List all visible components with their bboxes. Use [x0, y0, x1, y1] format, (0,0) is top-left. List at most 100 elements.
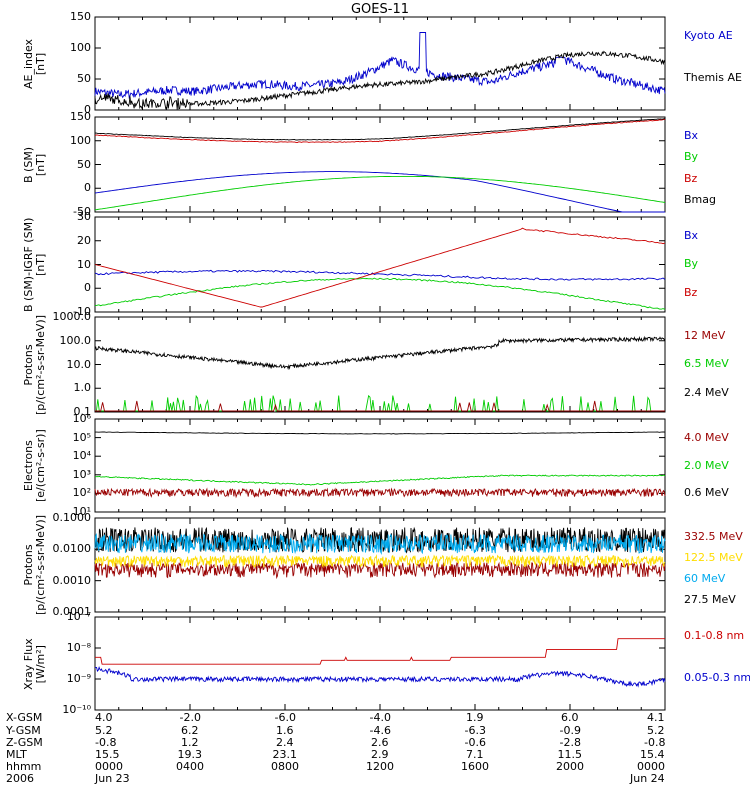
orbit-value: 2.9 — [371, 748, 389, 761]
y-axis-label-bigrf: B (SM)-IGRF (SM) [nT] — [22, 217, 47, 312]
y-tick-label: 10⁻⁷ — [66, 610, 91, 623]
y-tick-label: 10 — [77, 257, 91, 271]
orbit-value: -0.9 — [559, 724, 581, 737]
series-hep-122.5 — [94, 554, 666, 569]
series-themis-ae — [94, 50, 666, 110]
orbit-value: -0.8 — [644, 736, 666, 749]
y-tick-label: 10⁵ — [72, 430, 91, 444]
panel-frame-bsm — [94, 116, 666, 213]
orbit-value: Jun 23 — [95, 772, 130, 785]
y-tick-label: 1000.0 — [52, 310, 92, 323]
y-tick-label: 0.0100 — [52, 542, 92, 556]
series-bsm-by — [94, 175, 666, 211]
y-axis-label-hep: Protons [p/(cm²-s-sr-MeV)] — [22, 515, 47, 615]
series-igrf-bz — [94, 227, 666, 308]
legend-ae-0: Kyoto AE — [684, 29, 733, 42]
y-tick-label: 10² — [72, 486, 91, 500]
legend-xray-1: 0.05-0.3 nm — [684, 670, 750, 684]
orbit-value: 15.5 — [95, 748, 120, 761]
y-tick-label: 1.0 — [73, 381, 92, 395]
plot-title: GOES-11 — [350, 2, 409, 17]
orbit-value: -2.0 — [179, 711, 201, 724]
legend-bsm-2: Bz — [684, 171, 698, 185]
orbit-value: 1600 — [461, 760, 489, 773]
orbit-value: Jun 24 — [630, 772, 665, 785]
y-tick-label: 10⁻⁸ — [66, 641, 91, 654]
y-tick-label: 50 — [77, 72, 91, 85]
series-proton-12 — [95, 400, 665, 412]
y-tick-label: 20 — [77, 233, 91, 247]
series-electron-4.0 — [94, 487, 666, 499]
orbit-row-label: Y-GSM — [6, 724, 41, 737]
y-tick-label: 150 — [70, 10, 91, 23]
y-axis-label-bsm: B (SM) [nT] — [22, 146, 47, 183]
orbit-value: -6.0 — [274, 711, 296, 724]
y-tick-label: 0 — [84, 103, 91, 116]
y-tick-label: 0.0010 — [52, 573, 92, 587]
series-igrf-bx — [94, 269, 666, 281]
legend-protons-0: 12 MeV — [684, 329, 726, 342]
orbit-value: 1.2 — [181, 736, 199, 749]
series-xray-short — [94, 666, 666, 688]
legend-hep-3: 27.5 MeV — [684, 593, 736, 606]
series-electron-0.6 — [95, 431, 666, 435]
legend-protons-2: 2.4 MeV — [684, 385, 729, 399]
y-tick-label: 10⁻⁹ — [66, 672, 91, 685]
orbit-value: 2.6 — [371, 736, 389, 749]
y-tick-label: 10³ — [72, 467, 91, 481]
y-tick-label: 150 — [70, 110, 91, 123]
y-tick-label: 10⁶ — [72, 412, 91, 425]
series-hep-60 — [94, 532, 666, 555]
y-axis-label-electrons: Electrons [e/(cm²-s-sr)] — [22, 429, 47, 502]
y-tick-label: 100 — [70, 41, 91, 54]
orbit-value: 4.0 — [95, 711, 113, 724]
y-tick-label: 0 — [84, 181, 91, 195]
panel-frame-protons — [94, 316, 666, 413]
y-tick-label: 10⁴ — [72, 449, 91, 463]
orbit-value: -4.0 — [369, 711, 391, 724]
orbit-value: -6.3 — [464, 724, 486, 737]
orbit-value: 5.2 — [647, 724, 665, 737]
orbit-value: 2000 — [556, 760, 584, 773]
series-bsm-bmag — [94, 118, 666, 141]
y-tick-label: 0 — [84, 281, 91, 295]
legend-hep-1: 122.5 MeV — [684, 551, 743, 564]
legend-bsm-3: Bmag — [684, 192, 716, 206]
y-tick-label: 100 — [70, 133, 91, 147]
y-tick-label: 10¹ — [72, 505, 91, 518]
series-hep-332.5 — [94, 561, 666, 580]
y-tick-label: -10 — [73, 305, 91, 318]
y-axis-label-ae: AE_index [nT] — [22, 38, 47, 89]
legend-hep-0: 332.5 MeV — [684, 530, 743, 543]
y-tick-label: 30 — [77, 210, 91, 223]
orbit-value: 1.6 — [276, 724, 294, 737]
legend-bigrf-0: Bx — [684, 229, 699, 242]
orbit-value: 5.2 — [95, 724, 113, 737]
orbit-value: 6.2 — [181, 724, 199, 737]
orbit-value: 11.5 — [557, 748, 583, 761]
orbit-value: 4.1 — [647, 711, 665, 724]
y-tick-label: 10.0 — [66, 357, 92, 371]
orbit-value: -4.6 — [369, 724, 391, 737]
orbit-value: -0.6 — [464, 736, 486, 749]
orbit-row-label: 2006 — [6, 772, 34, 785]
series-bsm-bz — [94, 119, 665, 143]
orbit-value: 1.9 — [466, 711, 484, 724]
series-igrf-by — [94, 277, 666, 310]
legend-xray-0: 0.1-0.8 nm — [684, 629, 745, 642]
orbit-value: 0000 — [637, 760, 665, 773]
orbit-value: 6.0 — [561, 711, 579, 724]
legend-electrons-0: 4.0 MeV — [684, 431, 729, 444]
orbit-value: 23.1 — [272, 748, 298, 761]
y-tick-label: 50 — [77, 157, 91, 171]
orbit-value: -0.8 — [95, 736, 117, 749]
series-kyoto-ae — [94, 32, 666, 100]
y-tick-label: 0.1000 — [52, 511, 92, 524]
orbit-value: 19.3 — [177, 748, 203, 761]
orbit-value: 7.1 — [466, 748, 484, 761]
y-tick-label: -50 — [73, 205, 91, 218]
legend-bigrf-2: Bz — [684, 285, 698, 299]
orbit-value: 0000 — [95, 760, 123, 773]
orbit-value: 1200 — [366, 760, 394, 773]
